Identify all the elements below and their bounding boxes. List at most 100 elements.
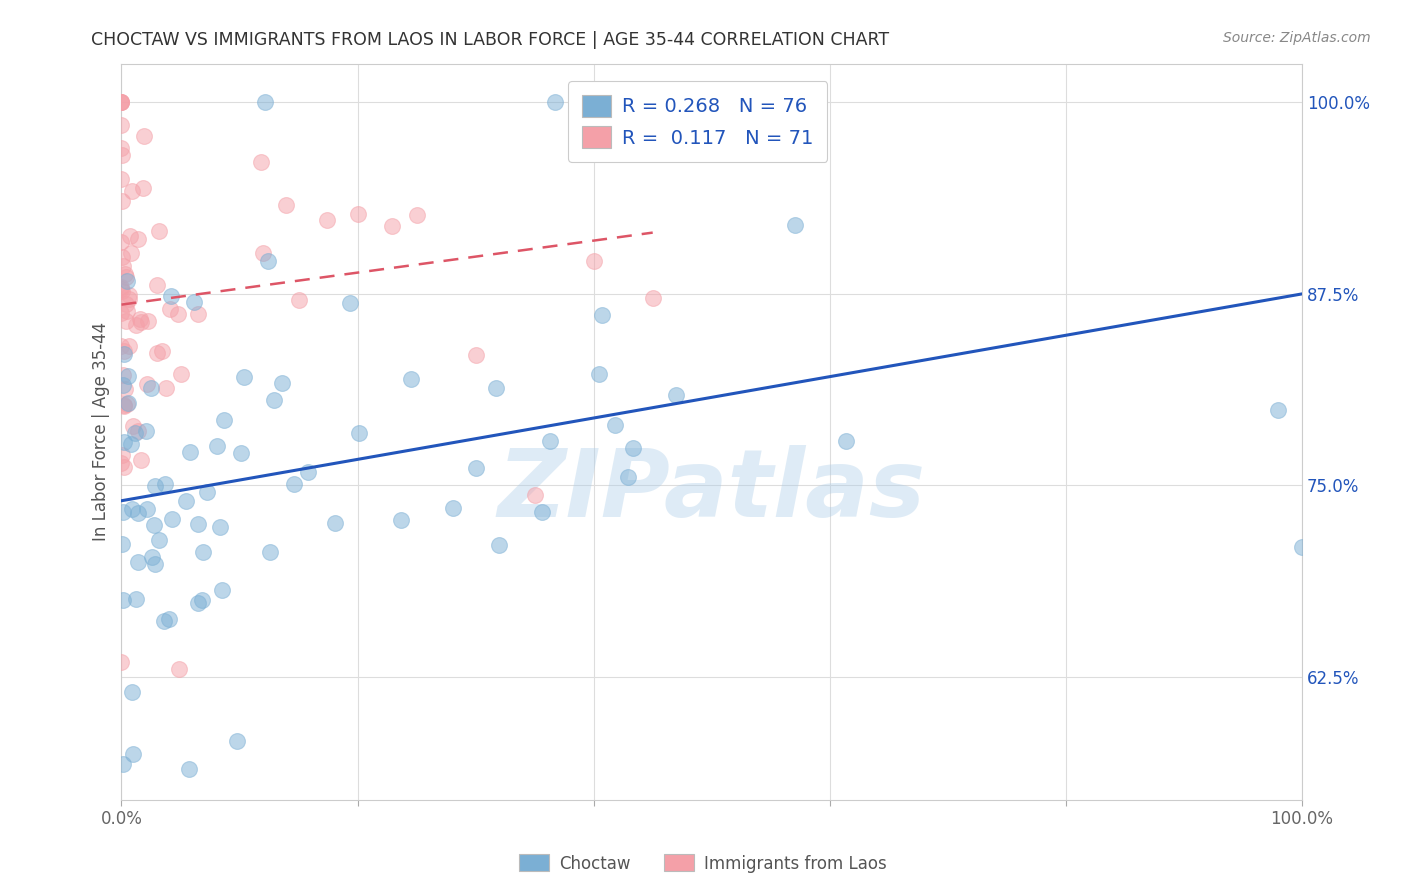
Point [110,306,132,320]
Legend: Choctaw, Immigrants from Laos: Choctaw, Immigrants from Laos [513,847,893,880]
Point [488,537,510,551]
Point [155,476,177,491]
Point [139,380,162,394]
Point [121,747,143,761]
Point [118,292,141,306]
Point [464,348,486,362]
Point [145,278,167,293]
Point [588,368,610,382]
Point [665,387,688,401]
Point [389,513,412,527]
Point [131,180,153,194]
Point [276,198,298,212]
Point [111,194,134,208]
Point [110,172,132,186]
Point [125,591,148,606]
Point [125,318,148,332]
Point [263,393,285,408]
Point [167,662,190,676]
Text: Source: ZipAtlas.com: Source: ZipAtlas.com [1223,31,1371,45]
Point [121,184,143,198]
Point [110,95,132,110]
Point [145,346,167,360]
Point [112,347,135,361]
Point [115,314,138,328]
Point [115,304,138,318]
Point [187,596,209,610]
Point [118,338,141,352]
Point [115,270,138,285]
Point [111,259,134,273]
Point [112,398,135,412]
Point [117,368,139,383]
Point [256,253,278,268]
Point [127,424,149,438]
Point [347,426,370,441]
Point [212,412,235,426]
Point [160,512,183,526]
Point [544,95,567,110]
Point [270,376,292,390]
Point [323,516,346,530]
Point [232,370,254,384]
Point [195,484,218,499]
Point [835,434,858,448]
Point [297,465,319,479]
Point [110,235,132,249]
Text: ZIPatlas: ZIPatlas [498,444,925,537]
Point [193,545,215,559]
Point [129,453,152,467]
Point [465,461,488,475]
Point [124,425,146,440]
Point [225,734,247,748]
Point [401,372,423,386]
Point [159,302,181,317]
Point [112,399,135,413]
Point [110,456,132,470]
Point [381,219,404,233]
Point [160,289,183,303]
Point [183,295,205,310]
Point [117,395,139,409]
Point [523,488,546,502]
Point [111,504,134,518]
Point [111,378,134,392]
Point [339,296,361,310]
Point [208,519,231,533]
Point [141,550,163,565]
Point [538,434,561,448]
Point [259,545,281,559]
Point [110,282,132,296]
Point [783,218,806,232]
Point [122,419,145,434]
Point [143,517,166,532]
Point [136,502,159,516]
Point [115,296,138,310]
Point [253,95,276,110]
Point [143,558,166,572]
Point [110,119,132,133]
Point [179,762,201,776]
Point [127,555,149,569]
Point [205,439,228,453]
Point [150,343,173,358]
Point [157,612,180,626]
Point [191,592,214,607]
Legend: R = 0.268   N = 76, R =  0.117   N = 71: R = 0.268 N = 76, R = 0.117 N = 71 [568,81,827,162]
Point [1267,403,1289,417]
Point [120,246,142,260]
Point [111,148,134,162]
Point [530,505,553,519]
Point [582,254,605,268]
Point [115,397,138,411]
Point [603,417,626,432]
Point [316,213,339,227]
Point [135,424,157,438]
Point [621,441,644,455]
Point [110,95,132,110]
Point [148,224,170,238]
Point [111,250,134,264]
Point [167,307,190,321]
Point [114,268,136,282]
Point [155,381,177,395]
